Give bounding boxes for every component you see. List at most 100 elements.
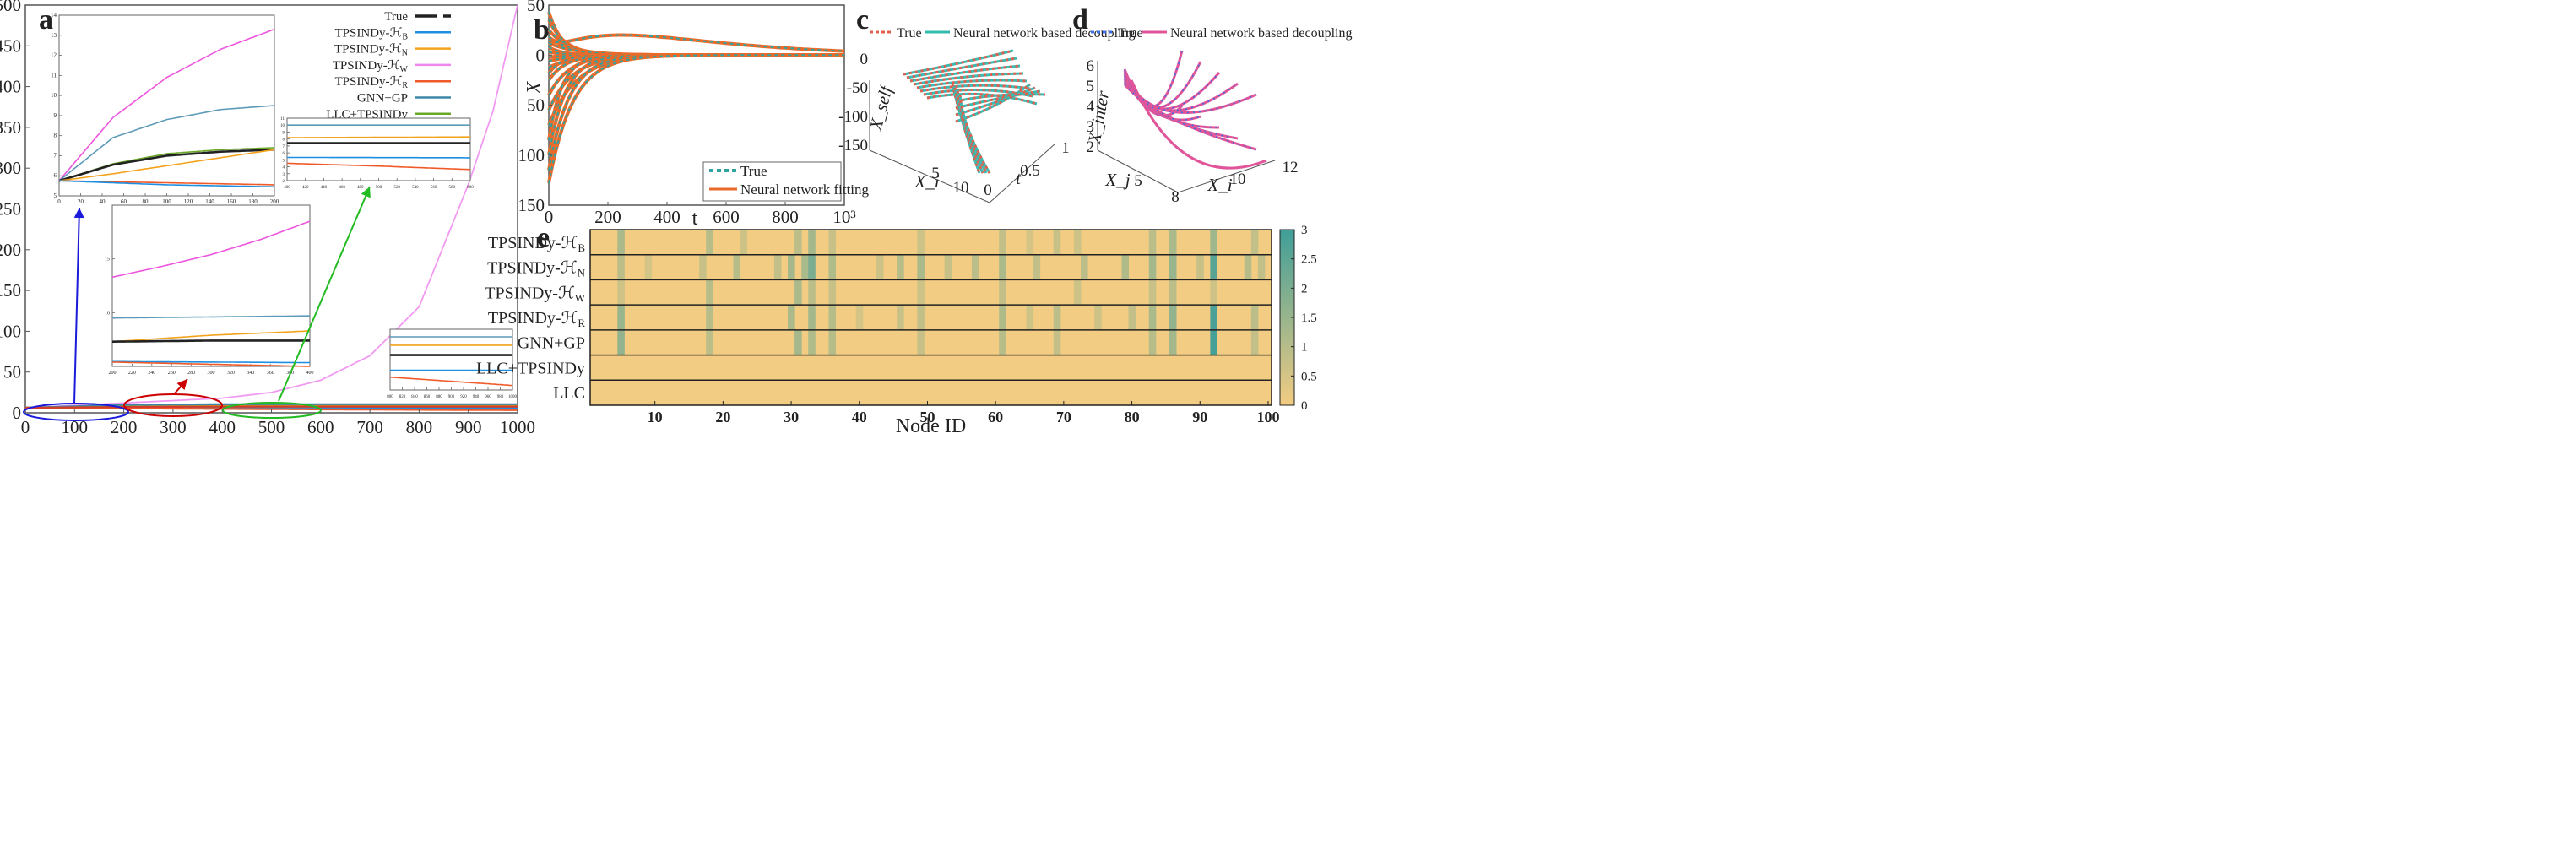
heatmap-x-tick-label: 60 (988, 409, 1003, 425)
heatmap-cell (828, 305, 837, 330)
panel-c-label: c (856, 4, 869, 35)
inset-x-tick-label: 100 (162, 198, 171, 205)
heatmap-cell (1081, 254, 1088, 280)
x-tick-label: 400 (209, 417, 236, 437)
y-tick-label: 300 (0, 158, 21, 178)
heatmap-row-label: TPSINDy-ℋW (485, 284, 585, 304)
c-curve-true (923, 89, 1034, 98)
c-x-tick-label: 10 (953, 179, 969, 197)
arrow-green-shaft (278, 186, 371, 402)
c-curve-true (906, 57, 1017, 79)
b-x-tick-label: 200 (594, 207, 621, 227)
inset-y-tick-label: 14 (51, 12, 57, 19)
inset-y-tick-label: 6 (54, 172, 57, 179)
heatmap-cell (999, 230, 1006, 255)
c-curve-true (916, 79, 1028, 89)
inset-y-tick-label: 7 (283, 145, 285, 149)
b-x-tick-label: 800 (772, 207, 799, 227)
colorbar-tick-label: 2 (1301, 282, 1308, 295)
heatmap-cell (617, 305, 625, 330)
inset-x-tick-label: 520 (393, 186, 400, 190)
heatmap-cell (917, 329, 925, 355)
inset-y-tick-label: 10 (105, 311, 110, 316)
heatmap-cell (1073, 279, 1082, 306)
inset-x-tick-label: 560 (431, 186, 437, 190)
inset-3: 400 420 440 460 480 500 520 540 560 580 600 2 3 4 5 6 7 8… (280, 117, 474, 190)
inset-x-tick-label: 200 (109, 371, 117, 376)
inset-y-tick-label: 9 (283, 131, 285, 135)
c-x-axis-label: X_i (914, 171, 939, 192)
heatmap-cell (1148, 305, 1157, 330)
series-line (25, 405, 518, 409)
inset-series-line (112, 360, 310, 364)
inset-series-line (111, 330, 311, 343)
heatmap-cell (1244, 254, 1252, 280)
c-curve-true (903, 49, 1014, 76)
b-x-tick-label: 0 (545, 207, 554, 227)
b-y-tick-label: 0 (536, 45, 545, 65)
heatmap-cell (733, 254, 741, 280)
y-tick-label: 200 (0, 240, 21, 260)
heatmap-cell (917, 254, 925, 280)
d-i-axis (1177, 160, 1276, 193)
heatmap-x-tick-label: 70 (1056, 409, 1071, 425)
heatmap-cell (808, 254, 816, 280)
inset-y-tick-label: 4 (283, 166, 285, 171)
inset-x-tick-label: 280 (187, 371, 195, 376)
b-true-line (548, 34, 845, 52)
d-curve (1130, 79, 1267, 170)
heatmap-frame (589, 229, 1272, 406)
highlight-ellipse-green (222, 402, 322, 419)
heatmap-cell (1148, 329, 1157, 355)
heatmap-cell (808, 230, 816, 255)
colorbar-tick-label: 3 (1301, 224, 1308, 237)
inset-x-tick-label: 360 (267, 371, 274, 376)
inset-x-tick-label: 80 (143, 198, 149, 205)
inset-x-tick-label: 220 (128, 371, 136, 376)
inset-x-tick-label: 440 (321, 186, 328, 190)
heatmap-cell (897, 305, 904, 330)
highlight-ellipse-blue (23, 403, 129, 421)
heatmap-x-tick-label: 80 (1125, 409, 1140, 425)
d-z-tick-label: 3 (1087, 118, 1095, 136)
inset-x-tick-label: 500 (376, 186, 382, 190)
inset-y-tick-label: 3 (283, 173, 285, 177)
heatmap-cell (828, 230, 837, 255)
heatmap-cell (644, 254, 653, 280)
heatmap-row-label: LLC+TPSINDy (476, 359, 585, 377)
inset-y-tick-label: 7 (54, 152, 57, 159)
c-curve-true (919, 84, 1031, 93)
heatmap-cell (1210, 254, 1217, 280)
inset-x-tick-label: 20 (78, 198, 84, 205)
heatmap-cell (794, 230, 802, 255)
d-i-axis-label: X_i (1207, 175, 1232, 195)
heatmap-row-label: TPSINDy-ℋB (488, 234, 585, 254)
b-true-line (548, 54, 844, 184)
inset-frame (286, 117, 471, 181)
inset-y-tick-label: 12 (51, 52, 57, 59)
heatmap-cell (617, 329, 625, 355)
inset-x-tick-label: 400 (306, 371, 314, 376)
heatmap-cell (999, 254, 1006, 280)
x-tick-label: 700 (356, 417, 383, 437)
inset-y-tick-label: 8 (54, 133, 57, 139)
heatmap-cell (999, 305, 1006, 330)
c-x-tick-label: 5 (931, 165, 940, 182)
c-z-tick-label: -100 (838, 108, 868, 126)
inset-x-tick-label: 460 (339, 186, 345, 190)
b-legend-label: Neural network fitting (740, 181, 870, 198)
heatmap-cell (1053, 305, 1061, 330)
heatmap-cell (1210, 279, 1217, 306)
d-j-axis-label: X_j (1104, 170, 1130, 190)
inset-series-line (112, 315, 310, 319)
d-curve-true (1124, 84, 1257, 150)
y-tick-label: 400 (0, 77, 21, 97)
heatmap-cell (1169, 279, 1177, 306)
d-legend-label: True (1118, 26, 1143, 41)
inset-x-tick-label: 600 (467, 186, 474, 190)
c-legend-label: Neural network based decoupling (953, 26, 1135, 41)
d-legend-label: Neural network based decoupling (1170, 26, 1352, 41)
d-j-tick-label: 8 (1171, 188, 1180, 206)
d-j-tick-label: 5 (1134, 172, 1142, 190)
